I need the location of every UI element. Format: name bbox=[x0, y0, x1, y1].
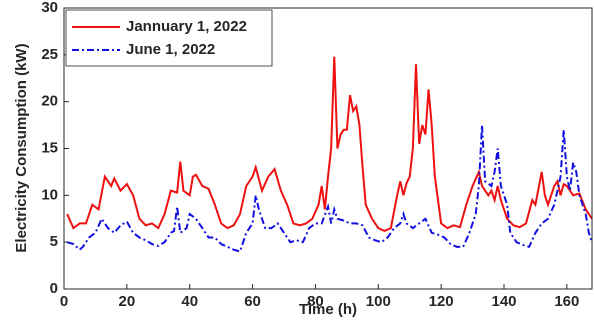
y-tick-label: 30 bbox=[41, 0, 58, 16]
x-tick-label: 80 bbox=[307, 293, 324, 310]
x-tick-label: 160 bbox=[554, 293, 579, 310]
legend-label: Jannuary 1, 2022 bbox=[126, 18, 247, 35]
y-tick-label: 20 bbox=[41, 93, 58, 110]
y-tick-label: 0 bbox=[50, 280, 58, 297]
x-tick-label: 100 bbox=[366, 293, 391, 310]
x-tick-label: 20 bbox=[119, 293, 136, 310]
x-tick-label: 40 bbox=[181, 293, 198, 310]
x-tick-label: 0 bbox=[60, 293, 68, 310]
plot-frame bbox=[63, 7, 593, 290]
legend-box bbox=[65, 9, 273, 67]
x-axis-label: Time (h) bbox=[299, 301, 357, 318]
x-tick-label: 140 bbox=[491, 293, 516, 310]
y-axis-label: Electricity Consumption (kW) bbox=[13, 43, 30, 252]
series-line bbox=[66, 56, 593, 233]
y-tick-label: 5 bbox=[50, 233, 58, 250]
y-tick-label: 15 bbox=[41, 139, 58, 156]
y-tick-label: 10 bbox=[41, 186, 58, 203]
series-line bbox=[66, 125, 593, 253]
legend-label: June 1, 2022 bbox=[126, 41, 215, 58]
x-tick-label: 120 bbox=[429, 293, 454, 310]
x-tick-label: 60 bbox=[244, 293, 261, 310]
y-tick-label: 25 bbox=[41, 46, 58, 63]
